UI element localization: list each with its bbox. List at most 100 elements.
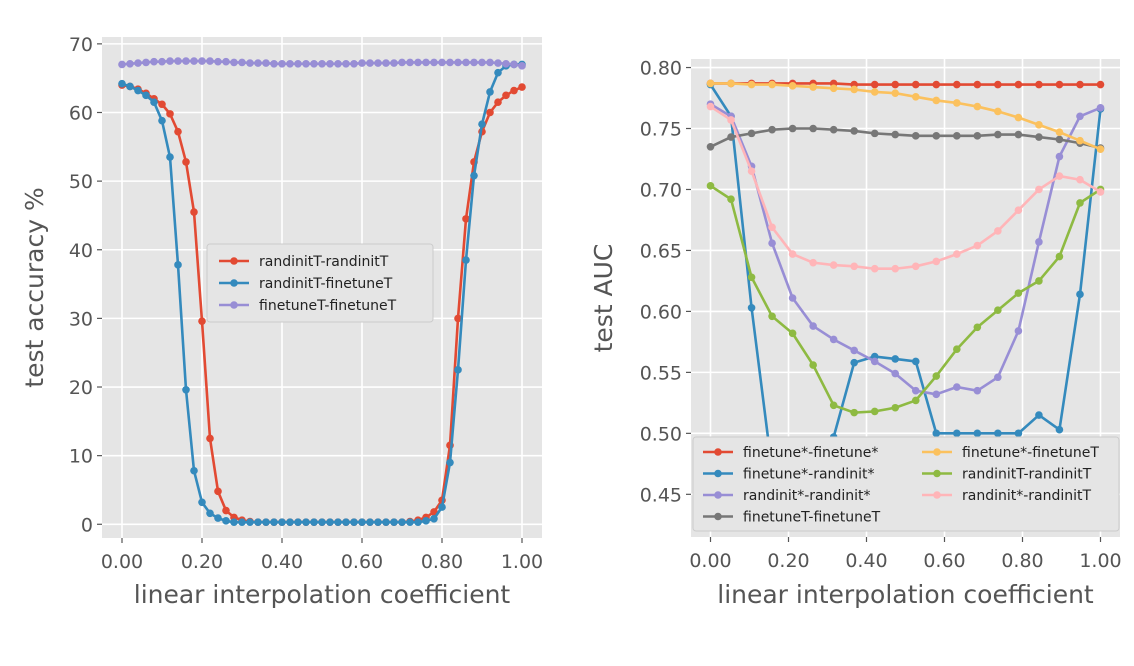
data-point xyxy=(788,250,797,258)
data-point xyxy=(486,58,494,67)
x-tick-label: 0.80 xyxy=(421,551,463,573)
data-point xyxy=(446,58,454,67)
data-point xyxy=(230,58,238,67)
y-tick-label: 60 xyxy=(69,102,93,124)
data-point xyxy=(1014,206,1023,215)
data-point xyxy=(727,133,735,141)
legend-box xyxy=(206,243,434,323)
data-point xyxy=(182,385,190,394)
data-point xyxy=(166,57,174,65)
data-point xyxy=(768,239,776,247)
data-point xyxy=(973,241,982,250)
data-point xyxy=(334,59,342,68)
data-point xyxy=(238,58,246,67)
data-point xyxy=(494,68,502,77)
data-point xyxy=(446,458,454,467)
data-point xyxy=(706,142,715,151)
data-point xyxy=(302,518,310,527)
data-point xyxy=(1055,152,1064,161)
legend-label: finetune*-randinit* xyxy=(743,467,874,483)
y-tick-label: 0.50 xyxy=(640,423,682,445)
data-point xyxy=(286,518,294,527)
data-point xyxy=(486,108,494,117)
legend-swatch-marker xyxy=(230,301,238,309)
data-point xyxy=(994,429,1002,438)
data-point xyxy=(1014,327,1023,335)
data-point xyxy=(953,99,961,107)
data-point xyxy=(1055,128,1064,136)
data-point xyxy=(953,132,961,140)
data-point xyxy=(422,58,430,67)
data-point xyxy=(478,58,486,67)
data-point xyxy=(788,329,797,338)
data-point xyxy=(342,518,350,527)
y-tick-label: 0.45 xyxy=(640,484,682,506)
y-tick-label: 0.70 xyxy=(640,179,682,201)
legend-label: finetune*-finetune* xyxy=(743,445,878,461)
data-point xyxy=(382,518,390,527)
data-point xyxy=(1035,80,1043,89)
data-point xyxy=(1076,112,1084,121)
data-point xyxy=(182,57,190,65)
data-point xyxy=(422,517,430,525)
data-point xyxy=(510,86,518,95)
data-point xyxy=(326,518,334,527)
legend-item: randinit*-randinit* xyxy=(703,488,871,504)
y-tick-label: 50 xyxy=(69,171,93,193)
data-point xyxy=(454,314,462,323)
x-tick-label: 1.00 xyxy=(1079,550,1121,572)
data-point xyxy=(430,58,438,67)
data-point xyxy=(850,127,858,135)
data-point xyxy=(214,487,222,496)
data-point xyxy=(932,96,941,105)
x-tick-label: 0.40 xyxy=(845,550,887,572)
data-point xyxy=(262,518,270,527)
data-point xyxy=(891,403,900,412)
data-point xyxy=(870,88,879,96)
data-point xyxy=(932,390,941,399)
data-point xyxy=(166,110,174,118)
data-point xyxy=(518,83,526,91)
data-point xyxy=(850,358,858,367)
y-tick-label: 0.55 xyxy=(640,362,682,384)
x-tick-label: 0.80 xyxy=(1001,550,1043,572)
data-point xyxy=(953,345,961,354)
data-point xyxy=(850,262,858,271)
data-point xyxy=(1076,199,1084,207)
x-tick-label: 0.40 xyxy=(261,551,303,573)
data-point xyxy=(932,257,941,266)
data-point xyxy=(374,518,382,527)
data-point xyxy=(870,357,879,366)
data-layer xyxy=(118,57,526,527)
data-point xyxy=(1096,80,1105,89)
data-point xyxy=(326,59,334,68)
legend: finetune*-finetune* finetune*-randinit* ra… xyxy=(692,436,1120,532)
x-tick-label: 0.20 xyxy=(767,550,809,572)
data-point xyxy=(1014,429,1023,438)
data-point xyxy=(302,59,310,68)
data-point xyxy=(390,518,398,527)
legend-item: randinitT-finetuneT xyxy=(219,276,393,292)
data-point xyxy=(158,57,166,66)
data-point xyxy=(358,518,366,527)
data-point xyxy=(891,369,900,378)
y-axis-label: test AUC xyxy=(589,244,618,353)
y-tick-label: 0.75 xyxy=(640,119,682,141)
data-point xyxy=(994,80,1002,89)
series-randinitT-finetuneT xyxy=(118,60,526,527)
data-point xyxy=(994,107,1002,116)
data-point xyxy=(747,167,756,175)
legend-swatch-marker xyxy=(714,491,722,499)
data-point xyxy=(768,125,776,134)
data-point xyxy=(414,518,422,527)
legend-swatch-marker xyxy=(933,469,941,478)
data-point xyxy=(502,91,510,100)
data-point xyxy=(973,80,982,89)
data-point xyxy=(1055,135,1064,144)
legend-item: randinit*-randinitT xyxy=(922,488,1092,504)
data-point xyxy=(278,59,286,68)
data-point xyxy=(494,59,502,67)
data-point xyxy=(398,518,406,527)
data-point xyxy=(214,57,222,66)
data-point xyxy=(870,80,879,89)
